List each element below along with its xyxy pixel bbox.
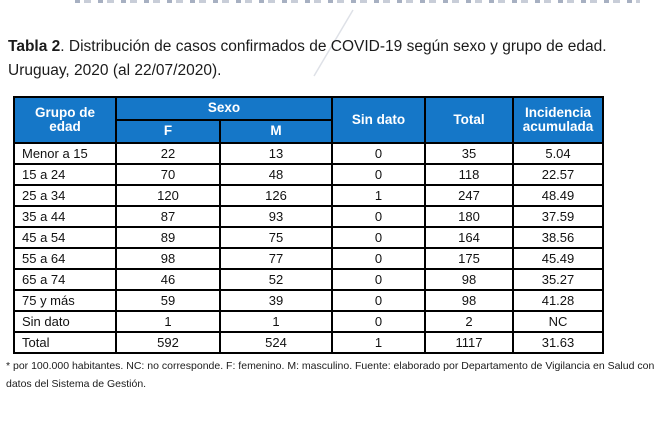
table-cell-incidencia: 48.49 bbox=[512, 184, 604, 207]
table-cell-grupo: 25 a 34 bbox=[13, 184, 117, 207]
table-row: Menor a 15 22 13 0 35 5.04 bbox=[13, 142, 604, 165]
table-cell-grupo: Menor a 15 bbox=[13, 142, 117, 165]
table-cell-total: 98 bbox=[424, 268, 514, 291]
table-cell-total: 98 bbox=[424, 289, 514, 312]
title-table-number: Tabla 2 bbox=[8, 38, 61, 55]
table-cell-incidencia: 41.28 bbox=[512, 289, 604, 312]
table-cell-total: 175 bbox=[424, 247, 514, 270]
clipped-text-remnant bbox=[75, 0, 640, 3]
table-row: 35 a 44 87 93 0 180 37.59 bbox=[13, 205, 604, 228]
table-cell-sin_dato: 0 bbox=[331, 205, 426, 228]
table-cell-incidencia: 5.04 bbox=[512, 142, 604, 165]
table-cell-grupo: Sin dato bbox=[13, 310, 117, 333]
table-cell-m: 13 bbox=[219, 142, 333, 165]
table-body: Menor a 15 22 13 0 35 5.04 15 a 24 70 48 0 118 22.5… bbox=[13, 142, 604, 354]
table-header: Grupo de edad Sexo Sin dato Total Incide… bbox=[13, 96, 604, 144]
table-cell-m: 126 bbox=[219, 184, 333, 207]
table-row: 65 a 74 46 52 0 98 35.27 bbox=[13, 268, 604, 291]
table-cell-sin_dato: 0 bbox=[331, 289, 426, 312]
header-sexo-f: F bbox=[115, 119, 221, 144]
table-cell-incidencia: 35.27 bbox=[512, 268, 604, 291]
table-cell-total: 35 bbox=[424, 142, 514, 165]
table-cell-grupo: 45 a 54 bbox=[13, 226, 117, 249]
table-row: 45 a 54 89 75 0 164 38.56 bbox=[13, 226, 604, 249]
header-incidencia-acumulada: Incidencia acumulada bbox=[512, 96, 604, 144]
table-cell-incidencia: 22.57 bbox=[512, 163, 604, 186]
table-row: 25 a 34 120 126 1 247 48.49 bbox=[13, 184, 604, 207]
table-row: Total 592 524 1 1117 31.63 bbox=[13, 331, 604, 354]
table-row: 75 y más 59 39 0 98 41.28 bbox=[13, 289, 604, 312]
table-cell-sin_dato: 1 bbox=[331, 331, 426, 354]
table-cell-sin_dato: 0 bbox=[331, 142, 426, 165]
table-cell-total: 164 bbox=[424, 226, 514, 249]
table-cell-f: 89 bbox=[115, 226, 221, 249]
table-cell-incidencia: NC bbox=[512, 310, 604, 333]
table-cell-sin_dato: 0 bbox=[331, 163, 426, 186]
table-cell-incidencia: 45.49 bbox=[512, 247, 604, 270]
table-cell-grupo: 65 a 74 bbox=[13, 268, 117, 291]
table-cell-f: 87 bbox=[115, 205, 221, 228]
table-cell-incidencia: 37.59 bbox=[512, 205, 604, 228]
header-sexo-m: M bbox=[219, 119, 333, 144]
table-cell-m: 39 bbox=[219, 289, 333, 312]
table-cell-m: 524 bbox=[219, 331, 333, 354]
table-cell-incidencia: 31.63 bbox=[512, 331, 604, 354]
table-cell-grupo: Total bbox=[13, 331, 117, 354]
table-cell-grupo: 75 y más bbox=[13, 289, 117, 312]
table-cell-total: 2 bbox=[424, 310, 514, 333]
title-text: . Distribución de casos confirmados de C… bbox=[8, 38, 607, 79]
table-cell-f: 98 bbox=[115, 247, 221, 270]
table-cell-incidencia: 38.56 bbox=[512, 226, 604, 249]
table-cell-f: 59 bbox=[115, 289, 221, 312]
table-cell-sin_dato: 0 bbox=[331, 268, 426, 291]
table-cell-total: 180 bbox=[424, 205, 514, 228]
table-cell-sin_dato: 1 bbox=[331, 184, 426, 207]
table-cell-m: 93 bbox=[219, 205, 333, 228]
header-sexo: Sexo bbox=[115, 96, 333, 121]
table-cell-grupo: 55 a 64 bbox=[13, 247, 117, 270]
table-cell-sin_dato: 0 bbox=[331, 226, 426, 249]
table-cell-m: 75 bbox=[219, 226, 333, 249]
table-cell-f: 22 bbox=[115, 142, 221, 165]
table-cell-total: 1117 bbox=[424, 331, 514, 354]
header-total: Total bbox=[424, 96, 514, 144]
table-cell-f: 592 bbox=[115, 331, 221, 354]
table-cell-f: 1 bbox=[115, 310, 221, 333]
header-grupo-de-edad: Grupo de edad bbox=[13, 96, 117, 144]
table-cell-m: 1 bbox=[219, 310, 333, 333]
footnote: * por 100.000 habitantes. NC: no corresp… bbox=[6, 360, 655, 390]
table-row: 55 a 64 98 77 0 175 45.49 bbox=[13, 247, 604, 270]
table-cell-sin_dato: 0 bbox=[331, 247, 426, 270]
table-cell-f: 46 bbox=[115, 268, 221, 291]
table-row: Sin dato 1 1 0 2 NC bbox=[13, 310, 604, 333]
table-cell-m: 48 bbox=[219, 163, 333, 186]
table-cell-m: 52 bbox=[219, 268, 333, 291]
page-title: Tabla 2. Distribución de casos confirmad… bbox=[8, 35, 654, 83]
table-row: 15 a 24 70 48 0 118 22.57 bbox=[13, 163, 604, 186]
table-cell-total: 118 bbox=[424, 163, 514, 186]
table-cell-f: 70 bbox=[115, 163, 221, 186]
table-cell-f: 120 bbox=[115, 184, 221, 207]
covid-cases-table: Grupo de edad Sexo Sin dato Total Incide… bbox=[13, 96, 604, 354]
table-cell-total: 247 bbox=[424, 184, 514, 207]
table-cell-grupo: 15 a 24 bbox=[13, 163, 117, 186]
table-cell-grupo: 35 a 44 bbox=[13, 205, 117, 228]
header-sin-dato: Sin dato bbox=[331, 96, 426, 144]
table-cell-m: 77 bbox=[219, 247, 333, 270]
table-cell-sin_dato: 0 bbox=[331, 310, 426, 333]
